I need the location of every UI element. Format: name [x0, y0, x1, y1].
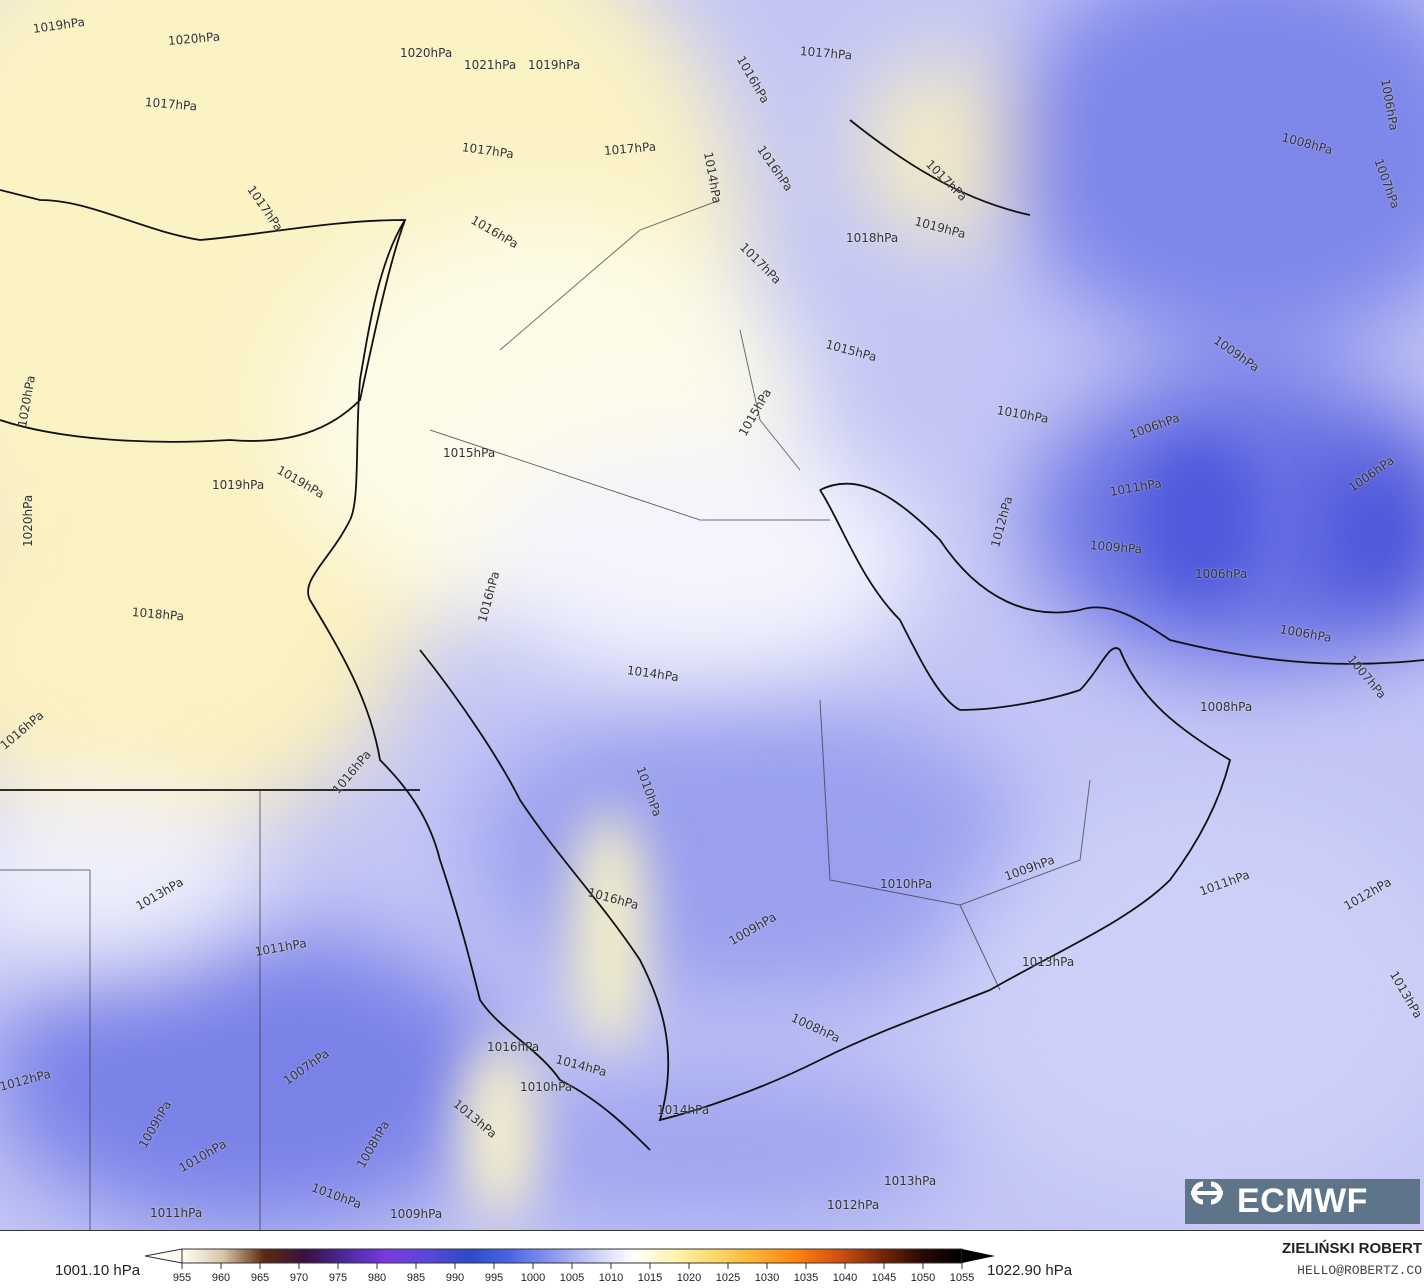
colorbar-tick-label: 1035: [793, 1272, 819, 1284]
colorbar-tick-label: 1050: [910, 1272, 936, 1284]
isobar-label: 1012hPa: [827, 1198, 880, 1212]
isobar-label: 1016hPa: [487, 1040, 540, 1054]
colorbar-tick-label: 1005: [559, 1272, 585, 1284]
colorbar-tick-label: 960: [211, 1272, 231, 1284]
ecmwf-mark-icon: [1191, 1181, 1223, 1205]
colorbar-tick-label: 995: [484, 1272, 504, 1284]
pressure-field: [0, 0, 1424, 1230]
author-credit: ZIELIŃSKI ROBERT: [1281, 1240, 1422, 1257]
colorbar-tick-label: 1015: [637, 1272, 663, 1284]
isobar-label: 1008hPa: [1200, 700, 1253, 714]
colorbar-tick-label: 980: [367, 1272, 387, 1284]
borders: [0, 199, 1091, 1230]
colorbar-tick-label: 1045: [871, 1272, 897, 1284]
colorbar-max-arrow: [962, 1249, 995, 1263]
colorbar-min-label: 1001.10 hPa: [55, 1262, 141, 1279]
colorbar-tick-label: 975: [328, 1272, 348, 1284]
isobar-label: 1010hPa: [520, 1080, 573, 1094]
colorbar-tick-label: 1000: [520, 1272, 546, 1284]
colorbar-tick-label: 1055: [949, 1272, 975, 1284]
pressure-map: 1019hPa 1020hPa 1020hPa 1021hPa 1019hPa …: [0, 0, 1424, 1230]
ecmwf-logo-text: ECMWF: [1237, 1182, 1368, 1220]
colorbar-tick-label: 970: [289, 1272, 309, 1284]
isobar-label: 1013hPa: [1022, 955, 1075, 969]
isobar-label: 1020hPa: [400, 46, 453, 60]
ecmwf-logo: ECMWF: [1185, 1179, 1420, 1224]
isobar-label: 1011hPa: [150, 1206, 203, 1220]
colorbar-tick-label: 965: [250, 1272, 270, 1284]
isobar-label: 1021hPa: [464, 58, 517, 72]
isobar-label: 1019hPa: [212, 478, 265, 492]
isobar-label: 1006hPa: [1195, 567, 1248, 581]
colorbar-gradient: [181, 1248, 963, 1264]
isobar-label: 1019hPa: [528, 58, 581, 72]
colorbar: [144, 1248, 995, 1269]
colorbar-max-label: 1022.90 hPa: [987, 1262, 1073, 1279]
colorbar-min-arrow: [144, 1248, 183, 1264]
author-email: HELLO@ROBERTZ.CO: [1297, 1263, 1422, 1278]
isobar-label: 1013hPa: [884, 1174, 937, 1188]
isobar-label: 1009hPa: [390, 1207, 443, 1221]
isobar-label: 1014hPa: [657, 1103, 710, 1117]
isobar-label: 1010hPa: [880, 877, 933, 891]
colorbar-tick-label: 1025: [715, 1272, 741, 1284]
colorbar-tick-label: 985: [406, 1272, 426, 1284]
colorbar-tick-label: 1040: [832, 1272, 858, 1284]
isobar-label: 1020hPa: [21, 494, 35, 547]
isobar-label: 1018hPa: [846, 231, 899, 245]
colorbar-tick-label: 1020: [676, 1272, 702, 1284]
coastlines: [0, 119, 1424, 1151]
colorbar-tick-label: 1010: [598, 1272, 624, 1284]
colorbar-tick-label: 955: [172, 1272, 192, 1284]
colorbar-tick-label: 990: [445, 1272, 465, 1284]
colorbar-tick-label: 1030: [754, 1272, 780, 1284]
isobar-label: 1015hPa: [443, 446, 496, 460]
